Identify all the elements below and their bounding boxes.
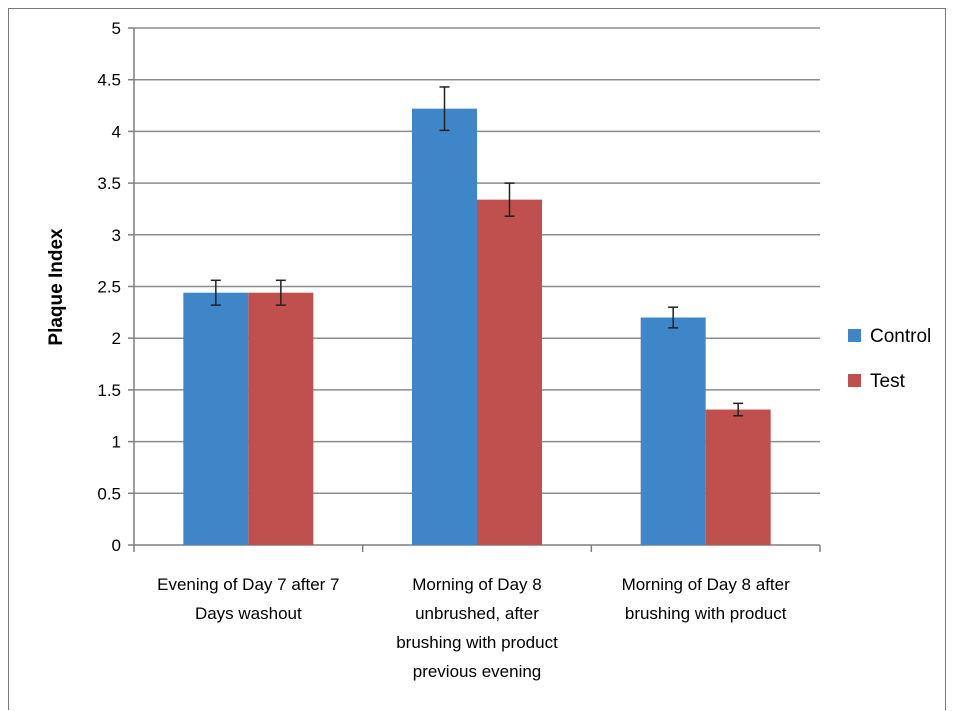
- bar-test: [248, 292, 314, 545]
- x-category-label: unbrushed, after: [415, 604, 539, 623]
- legend-swatch-test: [848, 374, 861, 387]
- x-category-label: Morning of Day 8: [412, 575, 541, 594]
- x-category-label: previous evening: [413, 662, 542, 681]
- x-category-label: brushing with product: [625, 604, 787, 623]
- bar-control: [640, 317, 706, 545]
- bar-test: [705, 409, 771, 545]
- x-category-label: Morning of Day 8 after: [622, 575, 791, 594]
- y-tick-label: 4.5: [97, 71, 121, 90]
- y-tick-label: 2.5: [97, 278, 121, 297]
- y-tick-label: 1.5: [97, 381, 121, 400]
- legend-swatch-control: [848, 329, 861, 342]
- legend-label-test: Test: [870, 371, 906, 392]
- bar-test: [477, 199, 542, 546]
- y-tick-label: 0: [112, 536, 121, 555]
- x-category-label: Days washout: [195, 604, 302, 623]
- y-tick-label: 4: [112, 122, 121, 141]
- y-tick-label: 1: [112, 433, 121, 452]
- y-axis-title: Plaque Index: [46, 228, 67, 346]
- y-tick-label: 2: [112, 329, 121, 348]
- legend-label-control: Control: [870, 326, 931, 347]
- y-tick-label: 5: [112, 19, 121, 38]
- bar-control: [412, 108, 477, 545]
- y-tick-label: 0.5: [97, 484, 121, 503]
- y-tick-label: 3.5: [97, 174, 121, 193]
- bar-control: [183, 292, 249, 545]
- y-tick-label: 3: [112, 226, 121, 245]
- x-category-label: Evening of Day 7 after 7: [157, 575, 339, 594]
- x-category-label: brushing with product: [396, 633, 558, 652]
